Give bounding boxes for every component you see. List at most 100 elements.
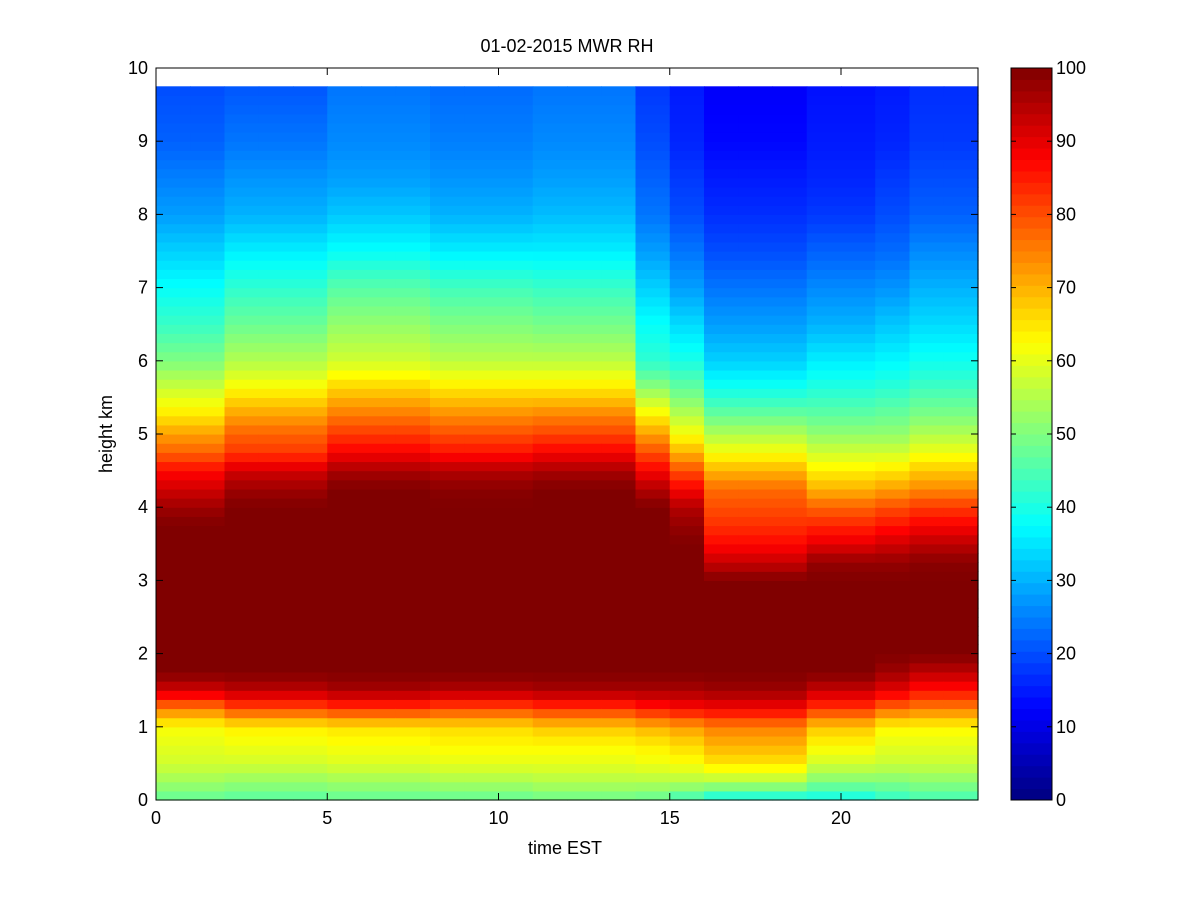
heatmap-cell [395,177,431,188]
heatmap-cell [669,699,705,710]
heatmap-cell [875,552,911,563]
heatmap-cell [498,717,534,728]
heatmap-cell [258,525,294,536]
heatmap-cell [875,296,911,307]
heatmap-cell [806,278,842,289]
heatmap-cell [224,543,260,554]
heatmap-cell [635,269,671,280]
heatmap-cell [601,205,637,215]
colorbar-step [1011,742,1052,755]
heatmap-cell [669,516,705,527]
heatmap-cell [841,122,876,133]
heatmap-cell [430,186,465,197]
heatmap-cell [190,95,226,106]
heatmap-cell [327,95,363,106]
heatmap-cell [224,369,260,380]
heatmap-cell [772,525,808,536]
heatmap-cell [224,745,260,755]
heatmap-cell [738,122,774,133]
heatmap-cell [156,269,191,280]
heatmap-cell [532,424,568,435]
heatmap-cell [635,196,671,206]
heatmap-cell [841,653,876,664]
heatmap-cell [841,342,876,353]
heatmap-cell [258,315,294,325]
heatmap-cell [669,122,705,133]
heatmap-cell [875,269,911,280]
heatmap-cell [806,287,842,298]
heatmap-cell [156,278,191,289]
heatmap-cell [361,552,397,563]
heatmap-cell [532,745,568,755]
heatmap-cell [327,177,363,188]
heatmap-cell [909,122,945,133]
heatmap-cell [635,498,671,508]
heatmap-cell [601,662,637,673]
chart-title: 01-02-2015 MWR RH [480,36,653,56]
heatmap-cell [669,406,705,417]
heatmap-cell [190,534,226,545]
heatmap-cell [361,525,397,536]
heatmap-cell [841,745,876,755]
heatmap-cell [943,397,979,408]
heatmap-cell [841,781,876,792]
heatmap-cell [430,745,465,755]
heatmap-cell [258,406,294,417]
heatmap-cell [430,580,465,591]
heatmap-cell [909,251,945,261]
heatmap-cell [258,708,294,719]
heatmap-cell [806,571,842,581]
heatmap-cell [669,241,705,252]
heatmap-cell [841,132,876,142]
heatmap-cell [395,434,431,444]
heatmap-cell [772,452,808,463]
heatmap-cell [875,525,911,536]
heatmap-cell [464,113,500,124]
heatmap-cell [224,251,260,261]
heatmap-cell [772,342,808,353]
heatmap-cell [943,626,979,636]
heatmap-cell [635,589,671,600]
heatmap-cell [635,726,671,737]
heatmap-cell [841,617,876,627]
heatmap-cell [635,95,671,106]
heatmap-cell [190,790,226,801]
heatmap-cell [772,516,808,527]
heatmap-cell [430,516,465,527]
heatmap-cell [430,177,465,188]
heatmap-cell [498,95,534,106]
heatmap-cell [772,754,808,764]
heatmap-cell [258,543,294,554]
heatmap-cell [327,278,363,289]
heatmap-cell [498,251,534,261]
heatmap-cell [532,790,568,801]
heatmap-cell [635,296,671,307]
heatmap-cell [327,717,363,728]
heatmap-cell [464,735,500,746]
heatmap-cell [293,690,328,700]
heatmap-cell [361,772,397,783]
heatmap-cell [635,186,671,197]
heatmap-cell [156,580,191,591]
heatmap-cell [190,223,226,234]
heatmap-cell [738,671,774,682]
heatmap-cell [361,443,397,453]
heatmap-cell [669,488,705,499]
heatmap-cell [327,488,363,499]
heatmap-cell [943,360,979,371]
heatmap-cell [190,754,226,764]
heatmap-cell [738,589,774,600]
heatmap-cell [258,342,294,353]
heatmap-cell [669,443,705,453]
heatmap-cell [567,525,602,536]
colorbar-step [1011,125,1052,138]
heatmap-cell [258,754,294,764]
heatmap-cell [909,141,945,151]
heatmap-cell [430,251,465,261]
heatmap-cell [704,598,739,609]
heatmap-cell [361,434,397,444]
heatmap-cell [224,241,260,252]
heatmap-cell [395,305,431,316]
heatmap-cell [532,681,568,691]
y-tick-label: 5 [138,424,148,444]
